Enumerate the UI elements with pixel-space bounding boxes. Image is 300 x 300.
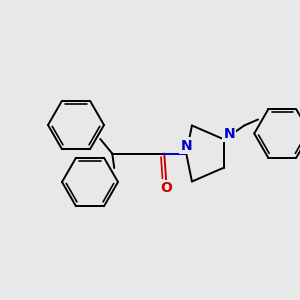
Text: N: N [224,127,235,140]
Text: O: O [160,182,172,196]
Text: N: N [180,139,192,152]
